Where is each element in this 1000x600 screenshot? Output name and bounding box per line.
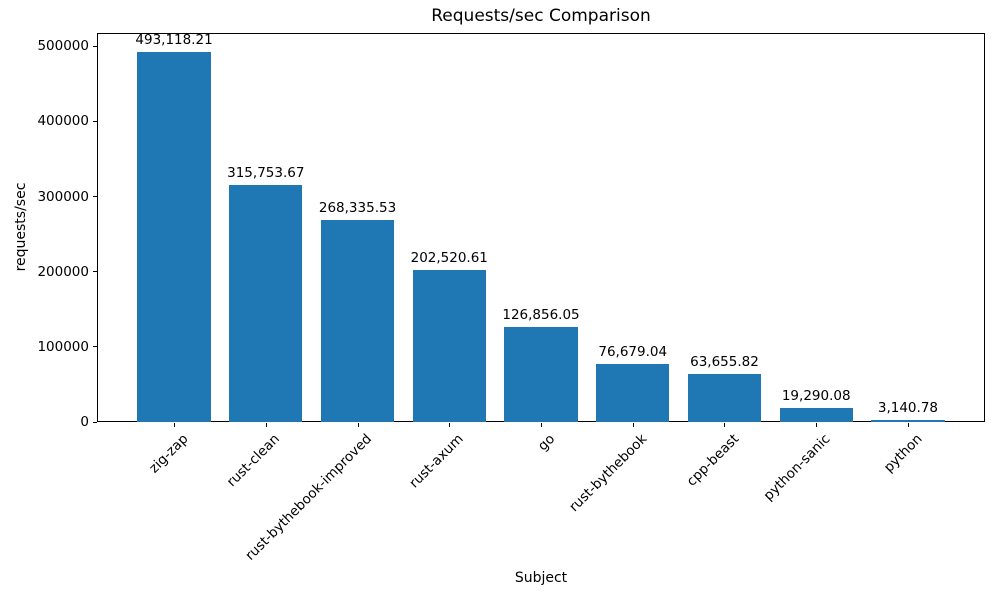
bar-value-label: 268,335.53 bbox=[318, 200, 397, 217]
bar-python-sanic bbox=[779, 407, 853, 422]
bar-value-label: 126,856.05 bbox=[502, 306, 580, 323]
bar-value-label: 315,753.67 bbox=[227, 164, 305, 181]
y-tick-label: 300000 bbox=[37, 188, 89, 205]
chart-title: Requests/sec Comparison bbox=[431, 6, 651, 26]
bar-value-label: 19,290.08 bbox=[781, 387, 851, 404]
x-tick-label: cpp-beast bbox=[683, 431, 742, 490]
bar-zig-zap bbox=[137, 51, 211, 422]
bar-value-label: 3,140.78 bbox=[877, 399, 938, 416]
x-tick-label: rust-axum bbox=[406, 431, 467, 492]
bar-rust-clean bbox=[229, 184, 303, 422]
y-tick-label: 100000 bbox=[37, 338, 89, 355]
x-tick-mark bbox=[816, 423, 818, 427]
x-tick-mark bbox=[724, 423, 726, 427]
y-tick-label: 0 bbox=[80, 414, 89, 430]
x-tick-label: rust-clean bbox=[223, 431, 284, 491]
bar-rust-bythebook bbox=[596, 364, 670, 422]
x-tick-mark bbox=[174, 423, 176, 427]
x-tick-mark bbox=[357, 423, 359, 427]
y-tick-mark bbox=[93, 120, 97, 122]
bar-rust-bythebook-improved bbox=[320, 220, 395, 422]
x-tick-mark bbox=[632, 423, 634, 427]
x-tick-mark bbox=[907, 423, 909, 427]
y-tick-label: 200000 bbox=[37, 263, 89, 280]
y-tick-mark bbox=[93, 346, 97, 348]
x-tick-label: go bbox=[535, 431, 559, 455]
x-tick-mark bbox=[449, 423, 451, 427]
x-tick-label: zig-zap bbox=[145, 431, 192, 477]
x-tick-label: python-sanic bbox=[760, 431, 834, 504]
bar-value-label: 202,520.61 bbox=[410, 249, 488, 266]
x-tick-label: python bbox=[880, 431, 926, 476]
y-tick-label: 400000 bbox=[37, 113, 89, 130]
bar-cpp-beast bbox=[687, 374, 762, 422]
bar-value-label: 63,655.82 bbox=[690, 354, 759, 371]
y-tick-mark bbox=[93, 271, 97, 273]
bar-rust-axum bbox=[412, 269, 486, 422]
x-tick-mark bbox=[541, 423, 542, 427]
bar-value-label: 76,679.04 bbox=[598, 344, 668, 361]
bar-python bbox=[871, 419, 945, 422]
y-axis-label: requests/sec bbox=[13, 182, 29, 272]
y-tick-mark bbox=[93, 196, 97, 198]
x-axis-label: Subject bbox=[514, 570, 568, 586]
x-tick-mark bbox=[265, 423, 267, 427]
x-tick-label: rust-bythebook bbox=[565, 431, 651, 516]
y-tick-mark bbox=[93, 421, 97, 423]
bar-go bbox=[504, 326, 578, 422]
bar-value-label: 493,118.21 bbox=[135, 31, 213, 48]
y-tick-label: 500000 bbox=[37, 38, 89, 55]
y-tick-mark bbox=[93, 45, 97, 47]
